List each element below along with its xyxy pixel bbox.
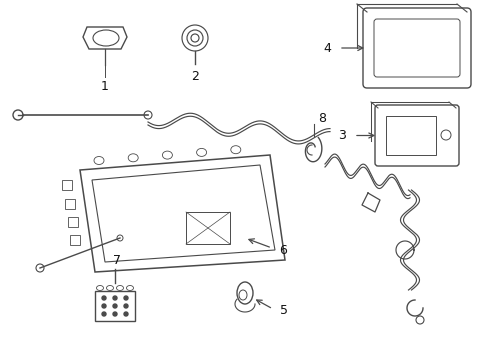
- Circle shape: [113, 304, 117, 308]
- Text: 8: 8: [318, 112, 326, 125]
- Text: 6: 6: [279, 243, 287, 256]
- Text: 2: 2: [191, 69, 199, 82]
- Circle shape: [113, 312, 117, 316]
- Text: 4: 4: [323, 41, 331, 54]
- Text: 5: 5: [280, 305, 288, 318]
- Circle shape: [124, 304, 128, 308]
- Circle shape: [113, 296, 117, 300]
- Bar: [71, 235, 80, 246]
- Circle shape: [102, 304, 106, 308]
- Bar: [62, 180, 72, 190]
- Bar: [65, 199, 75, 209]
- Text: 1: 1: [101, 81, 109, 94]
- Bar: [386, 116, 436, 155]
- Circle shape: [124, 296, 128, 300]
- Bar: [68, 217, 77, 227]
- Text: 7: 7: [113, 255, 121, 267]
- Text: 3: 3: [338, 129, 346, 142]
- Bar: [95, 291, 135, 321]
- Bar: [186, 212, 230, 244]
- Circle shape: [124, 312, 128, 316]
- Circle shape: [102, 312, 106, 316]
- Circle shape: [102, 296, 106, 300]
